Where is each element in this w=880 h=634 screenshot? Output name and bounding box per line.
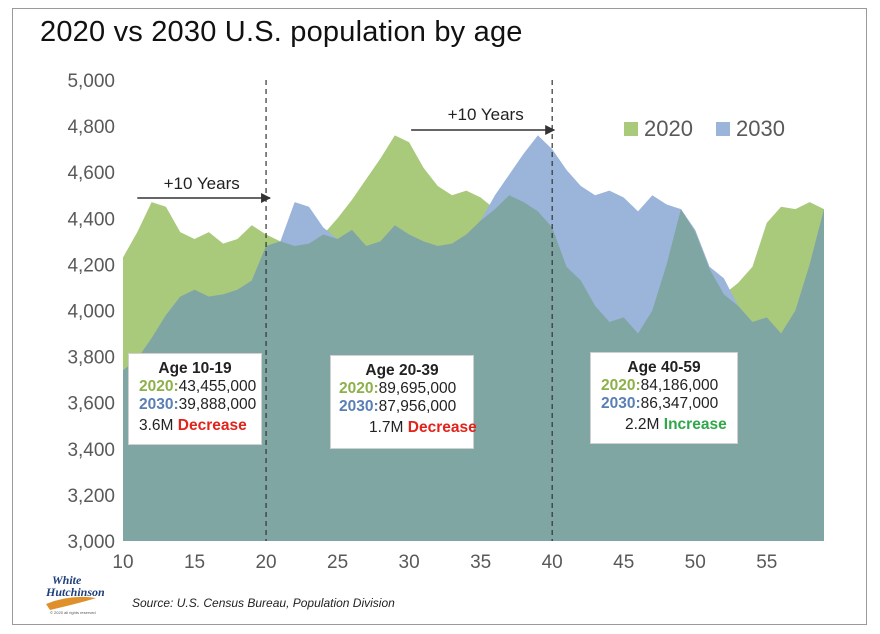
label-2020: 2020: — [139, 378, 179, 395]
info-box-age-10-19: Age 10-19 2020:43,455,000 2030:39,888,00… — [128, 353, 262, 445]
change-word: Decrease — [407, 419, 477, 436]
chart-title: 2020 vs 2030 U.S. population by age — [40, 16, 523, 48]
y-tick-label: 4,600 — [67, 163, 115, 184]
y-tick-label: 4,400 — [67, 209, 115, 230]
legend-label-2030: 2030 — [736, 116, 785, 141]
source-note: Source: U.S. Census Bureau, Population D… — [132, 596, 395, 610]
shift-arrow-2-label: +10 Years — [448, 105, 524, 124]
value-2020: 43,455,000 — [178, 378, 257, 395]
y-tick-label: 3,600 — [67, 394, 115, 415]
y-tick-label: 3,400 — [67, 440, 115, 461]
logo-text-line1: White — [52, 573, 82, 587]
y-tick-label: 4,000 — [67, 302, 115, 323]
legend-label-2020: 2020 — [644, 116, 693, 141]
box-header: Age 40-59 — [627, 359, 701, 376]
y-tick-label: 5,000 — [67, 71, 115, 92]
box-header: Age 10-19 — [158, 360, 232, 377]
x-tick-label: 45 — [613, 552, 634, 573]
change-amount: 2.2M — [625, 416, 660, 433]
value-2020: 84,186,000 — [640, 377, 719, 394]
value-2030: 87,956,000 — [378, 398, 457, 415]
y-tick-label: 4,800 — [67, 117, 115, 138]
y-tick-label: 3,800 — [67, 348, 115, 369]
change-amount: 1.7M — [369, 419, 404, 436]
change-word: Increase — [663, 416, 727, 433]
x-tick-label: 20 — [255, 552, 276, 573]
y-tick-label: 3,000 — [67, 532, 115, 553]
change-amount: 3.6M — [139, 417, 174, 434]
info-box-age-20-39: Age 20-39 2020:89,695,000 2030:87,956,00… — [330, 355, 477, 449]
label-2030: 2030: — [339, 398, 379, 415]
legend-swatch-2020 — [624, 122, 638, 136]
label-2020: 2020: — [601, 377, 641, 394]
info-box-age-40-59: Age 40-59 2020:84,186,000 2030:86,347,00… — [590, 352, 738, 444]
value-2030: 86,347,000 — [640, 395, 719, 412]
value-2030: 39,888,000 — [178, 396, 257, 413]
label-2030: 2030: — [601, 395, 641, 412]
x-tick-label: 50 — [685, 552, 706, 573]
logo-tagline: © 2020 all rights reserved — [50, 610, 96, 615]
y-tick-label: 3,200 — [67, 486, 115, 507]
y-tick-label: 4,200 — [67, 255, 115, 276]
label-2030: 2030: — [139, 396, 179, 413]
value-2020: 89,695,000 — [378, 380, 457, 397]
company-logo: White Hutchinson © 2020 all rights reser… — [44, 572, 116, 616]
x-tick-label: 25 — [327, 552, 348, 573]
legend-swatch-2030 — [716, 122, 730, 136]
x-tick-label: 55 — [756, 552, 777, 573]
x-tick-label: 40 — [542, 552, 563, 573]
shift-arrow-1-label: +10 Years — [164, 174, 240, 193]
logo-text-line2: Hutchinson — [45, 585, 105, 599]
x-tick-label: 10 — [112, 552, 133, 573]
x-tick-label: 15 — [184, 552, 205, 573]
x-tick-label: 35 — [470, 552, 491, 573]
label-2020: 2020: — [339, 380, 379, 397]
change-word: Decrease — [177, 417, 247, 434]
x-tick-label: 30 — [399, 552, 420, 573]
box-header: Age 20-39 — [365, 362, 439, 379]
